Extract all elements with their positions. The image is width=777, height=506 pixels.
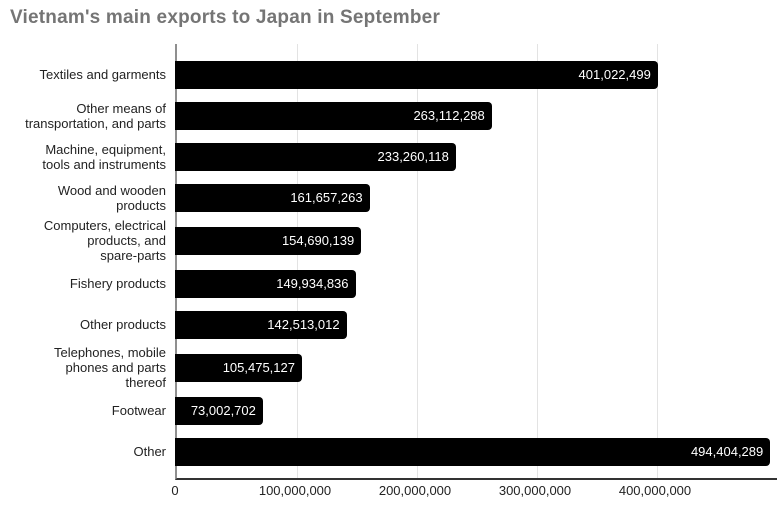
bar-track: 142,513,012 (175, 304, 777, 345)
x-axis-tick-label: 300,000,000 (498, 483, 572, 498)
bar[interactable]: 154,690,139 (175, 226, 362, 255)
bar-value-label: 105,475,127 (222, 360, 295, 375)
bar[interactable]: 105,475,127 (175, 353, 302, 382)
category-label: Other means of transportation, and parts (25, 100, 166, 131)
category-label: Computers, electrical products, and spar… (43, 218, 166, 263)
bar-track: 149,934,836 (175, 263, 777, 304)
bar[interactable]: 142,513,012 (175, 310, 347, 339)
bar-value-label: 263,112,288 (413, 108, 485, 123)
category-label: Machine, equipment, tools and instrument… (42, 141, 166, 172)
bar-value-label: 161,657,263 (290, 190, 363, 205)
chart-row: Footwear 73,002,702 (0, 390, 777, 431)
bar-track: 494,404,289 (175, 431, 777, 472)
bar-rows: Textiles and garments 401,022,499 Other me… (0, 44, 777, 478)
category-label: Other products (80, 317, 166, 332)
x-axis-tick-label: 100,000,000 (258, 483, 332, 498)
category-label: Textiles and garments (39, 67, 166, 82)
chart-row: Textiles and garments 401,022,499 (0, 54, 777, 95)
x-axis-tick-label: 400,000,000 (618, 483, 692, 498)
bar-track: 263,112,288 (175, 95, 777, 136)
chart-row: Other means of transportation, and parts… (0, 95, 777, 136)
bar[interactable]: 149,934,836 (175, 269, 356, 298)
x-axis-tick-label: 0 (171, 483, 179, 498)
gridline (657, 44, 658, 478)
bar-track: 233,260,118 (175, 136, 777, 177)
bar-track: 401,022,499 (175, 54, 777, 95)
category-label: Telephones, mobile phones and parts ther… (53, 345, 166, 390)
chart-row: Other products 142,513,012 (0, 304, 777, 345)
category-label: Other (133, 444, 166, 459)
bar-track: 73,002,702 (175, 390, 777, 431)
chart-row: Computers, electrical products, and spar… (0, 218, 777, 263)
x-axis-tick-label: 200,000,000 (378, 483, 452, 498)
chart-row: Other 494,404,289 (0, 431, 777, 472)
bar-value-label: 73,002,702 (190, 403, 256, 418)
bar[interactable]: 233,260,118 (175, 142, 456, 171)
chart-row: Fishery products 149,934,836 (0, 263, 777, 304)
bar-track: 105,475,127 (175, 345, 777, 390)
gridline (297, 44, 298, 478)
bar-value-label: 154,690,139 (281, 233, 355, 248)
gridline (537, 44, 538, 478)
chart-row: Telephones, mobile phones and parts ther… (0, 345, 777, 390)
bar[interactable]: 263,112,288 (175, 101, 492, 130)
x-axis: 0 100,000,000 200,000,000 300,000,000 400,00… (171, 483, 775, 503)
chart-row: Machine, equipment, tools and instrument… (0, 136, 777, 177)
bar-value-label: 401,022,499 (578, 67, 651, 82)
category-label: Fishery products (69, 276, 166, 291)
bar-value-label: 494,404,289 (690, 444, 764, 459)
bar[interactable]: 73,002,702 (175, 396, 263, 425)
bar[interactable]: 401,022,499 (175, 60, 658, 89)
gridline (417, 44, 418, 478)
category-label: Wood and wooden products (57, 182, 166, 213)
bar-value-label: 149,934,836 (276, 276, 349, 291)
category-label: Footwear (111, 403, 166, 418)
bar-track: 154,690,139 (175, 218, 777, 263)
bar-track: 161,657,263 (175, 177, 777, 218)
chart-row: Wood and wooden products 161,657,263 (0, 177, 777, 218)
bar[interactable]: 494,404,289 (175, 437, 771, 466)
bar[interactable]: 161,657,263 (175, 183, 370, 212)
chart-title: Vietnam's main exports to Japan in Septe… (10, 7, 441, 28)
bar-value-label: 142,513,012 (267, 317, 340, 332)
bar-value-label: 233,260,118 (377, 149, 449, 164)
plot-area (175, 44, 777, 480)
